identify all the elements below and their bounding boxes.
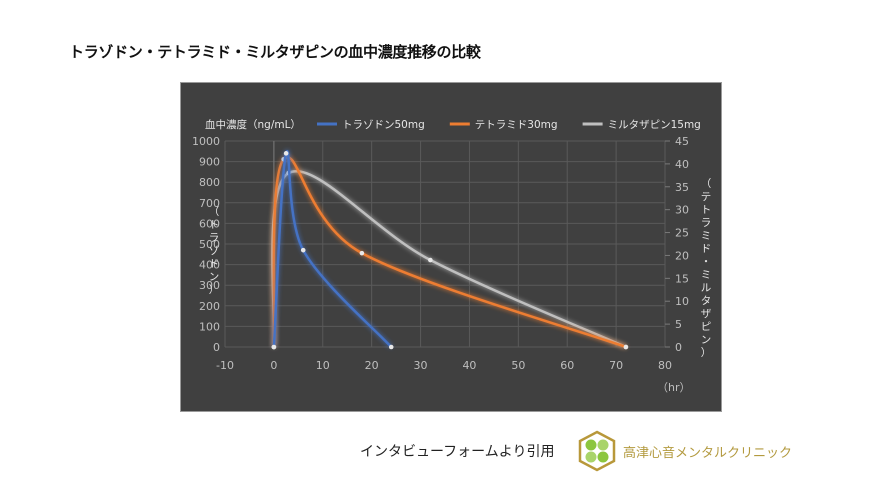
svg-text:）: ） xyxy=(209,284,220,296)
data-point xyxy=(300,247,306,253)
svg-text:血中濃度（ng/mL）: 血中濃度（ng/mL） xyxy=(205,118,301,131)
y-left-tick-label: 200 xyxy=(199,300,220,313)
svg-text:）: ） xyxy=(701,347,712,359)
series-lines xyxy=(271,150,629,350)
y-left-axis-label: （トラゾドン） xyxy=(209,206,220,296)
clover-hexagon-logo-icon xyxy=(577,430,617,472)
y-left-tick-label: 1000 xyxy=(192,135,220,148)
y-left-tick-label: 900 xyxy=(199,156,220,169)
y-left-tick-label: 400 xyxy=(199,259,220,272)
y-right-tick-label: 15 xyxy=(675,272,689,285)
y-left-tick-label: 0 xyxy=(213,341,220,354)
y-left-tick-label: 100 xyxy=(199,320,220,333)
y-right-tick-label: 45 xyxy=(675,135,689,148)
series-line xyxy=(271,169,627,349)
page-title: トラゾドン・テトラミド・ミルタザピンの血中濃度推移の比較 xyxy=(69,43,481,61)
series-line xyxy=(272,156,627,349)
x-tick-label: 10 xyxy=(316,359,330,372)
svg-text:ラ: ラ xyxy=(209,232,220,244)
y-right-axis-label: （テトラミド・ミルタザピン） xyxy=(701,178,712,359)
x-axis-label: （hr） xyxy=(657,381,691,394)
legend-item: ミルタザピン15mg xyxy=(608,119,701,131)
svg-text:ゾ: ゾ xyxy=(209,245,220,257)
y-left-tick-label: 600 xyxy=(199,217,220,230)
x-tick-label: 80 xyxy=(658,359,672,372)
data-point xyxy=(388,344,394,350)
svg-text:タ: タ xyxy=(701,295,712,307)
legend-item: テトラミド30mg xyxy=(475,119,558,131)
x-tick-label: 20 xyxy=(365,359,379,372)
y-left-tick-label: 700 xyxy=(199,197,220,210)
chart-area: 0 100 200 300 400 500 600 700 800 900 1000 -10 0 10 20… xyxy=(180,82,722,412)
x-tick-label: -10 xyxy=(216,359,234,372)
svg-text:ド: ド xyxy=(701,243,712,255)
data-point xyxy=(359,250,365,256)
legend-item: トラゾドン50mg xyxy=(342,119,425,131)
y-right-tick-label: 25 xyxy=(675,227,689,240)
series-line xyxy=(272,150,393,348)
svg-text:・: ・ xyxy=(701,256,712,268)
svg-text:ル: ル xyxy=(701,282,712,294)
svg-text:ザ: ザ xyxy=(701,308,712,320)
data-point xyxy=(428,257,433,263)
x-tick-label: 60 xyxy=(560,359,574,372)
svg-text:ド: ド xyxy=(209,258,220,270)
data-point xyxy=(271,344,277,350)
clinic-name: 高津心音メンタルクリニック xyxy=(623,446,793,461)
y-right-tick-label: 40 xyxy=(675,158,689,171)
y-left-tick-label: 300 xyxy=(199,279,220,292)
svg-text:ン: ン xyxy=(209,271,220,283)
svg-text:ミ: ミ xyxy=(701,269,712,281)
legend: 血中濃度（ng/mL） トラゾドン50mg テトラミド30mg ミルタザピン15mg xyxy=(205,118,701,131)
x-tick-label: 50 xyxy=(511,359,525,372)
svg-text:（: （ xyxy=(209,206,220,218)
source-citation: インタビューフォームより引用 xyxy=(360,444,555,460)
y-left-tick-label: 800 xyxy=(199,176,220,189)
svg-text:ン: ン xyxy=(701,334,712,346)
y-right-tick-label: 10 xyxy=(675,295,689,308)
svg-text:ミ: ミ xyxy=(701,230,712,242)
data-point xyxy=(283,151,289,156)
y-left-tick-label: 500 xyxy=(199,238,220,251)
x-tick-label: 30 xyxy=(414,359,428,372)
svg-text:ト: ト xyxy=(701,204,712,216)
y-right-tick-label: 30 xyxy=(675,204,689,217)
svg-text:ラ: ラ xyxy=(701,217,712,229)
svg-text:テ: テ xyxy=(701,191,712,203)
svg-text:ピ: ピ xyxy=(701,321,712,333)
x-tick-label: 70 xyxy=(609,359,623,372)
y-right-tick-label: 20 xyxy=(675,249,689,262)
y-right-tick-label: 0 xyxy=(675,341,682,354)
x-tick-label: 40 xyxy=(462,359,476,372)
y-right-tick-label: 35 xyxy=(675,181,689,194)
data-point xyxy=(623,344,629,350)
y-right-tick-label: 5 xyxy=(675,318,682,331)
svg-text:（: （ xyxy=(701,178,712,190)
x-tick-label: 0 xyxy=(270,359,277,372)
svg-text:ト: ト xyxy=(209,219,220,231)
